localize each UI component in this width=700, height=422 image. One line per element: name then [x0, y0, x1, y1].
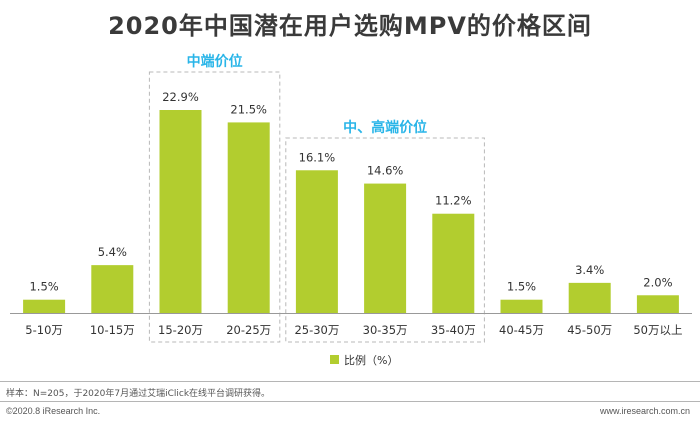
x-tick-label: 20-25万 — [226, 323, 271, 337]
legend-label: 比例（%） — [344, 353, 398, 367]
price-group-box — [285, 137, 485, 343]
bar — [500, 299, 543, 313]
bar — [159, 110, 202, 313]
data-label: 11.2% — [435, 194, 472, 208]
data-label: 1.5% — [29, 280, 58, 294]
x-tick-label: 50万以上 — [633, 323, 682, 337]
bar — [636, 295, 679, 313]
bar — [432, 213, 475, 313]
price-group-box — [148, 71, 281, 343]
bar — [295, 170, 338, 313]
chart-title: 2020年中国潜在用户选购MPV的价格区间 — [108, 12, 592, 40]
data-label: 2.0% — [643, 275, 672, 289]
source-note: 样本：N=205，于2020年7月通过艾瑞iClick在线平台调研获得。 — [6, 389, 271, 399]
x-tick-label: 15-20万 — [158, 323, 203, 337]
footer-divider-top — [0, 381, 700, 382]
bar — [227, 122, 270, 313]
bar — [568, 282, 611, 313]
data-label: 22.9% — [162, 90, 199, 104]
x-tick-label: 5-10万 — [25, 323, 63, 337]
x-tick-label: 35-40万 — [431, 323, 476, 337]
x-tick-label: 10-15万 — [90, 323, 135, 337]
x-tick-label: 40-45万 — [499, 323, 544, 337]
footer-divider-bottom — [0, 401, 700, 402]
x-tick-label: 30-35万 — [363, 323, 408, 337]
data-label: 16.1% — [299, 150, 336, 164]
bar — [23, 299, 66, 313]
data-label: 3.4% — [575, 263, 604, 277]
bar — [91, 265, 134, 313]
website: www.iresearch.com.cn — [599, 406, 690, 416]
price-group-label: 中、高端价位 — [343, 119, 427, 136]
x-tick-label: 25-30万 — [294, 323, 339, 337]
data-label: 21.5% — [230, 102, 267, 116]
legend-swatch — [330, 355, 339, 364]
price-group-label: 中端价位 — [187, 53, 243, 70]
data-label: 14.6% — [367, 164, 404, 178]
x-tick-label: 45-50万 — [567, 323, 612, 337]
data-label: 1.5% — [507, 280, 536, 294]
copyright: ©2020.8 iResearch Inc. — [6, 406, 101, 416]
bar — [364, 183, 407, 313]
data-label: 5.4% — [98, 245, 127, 259]
